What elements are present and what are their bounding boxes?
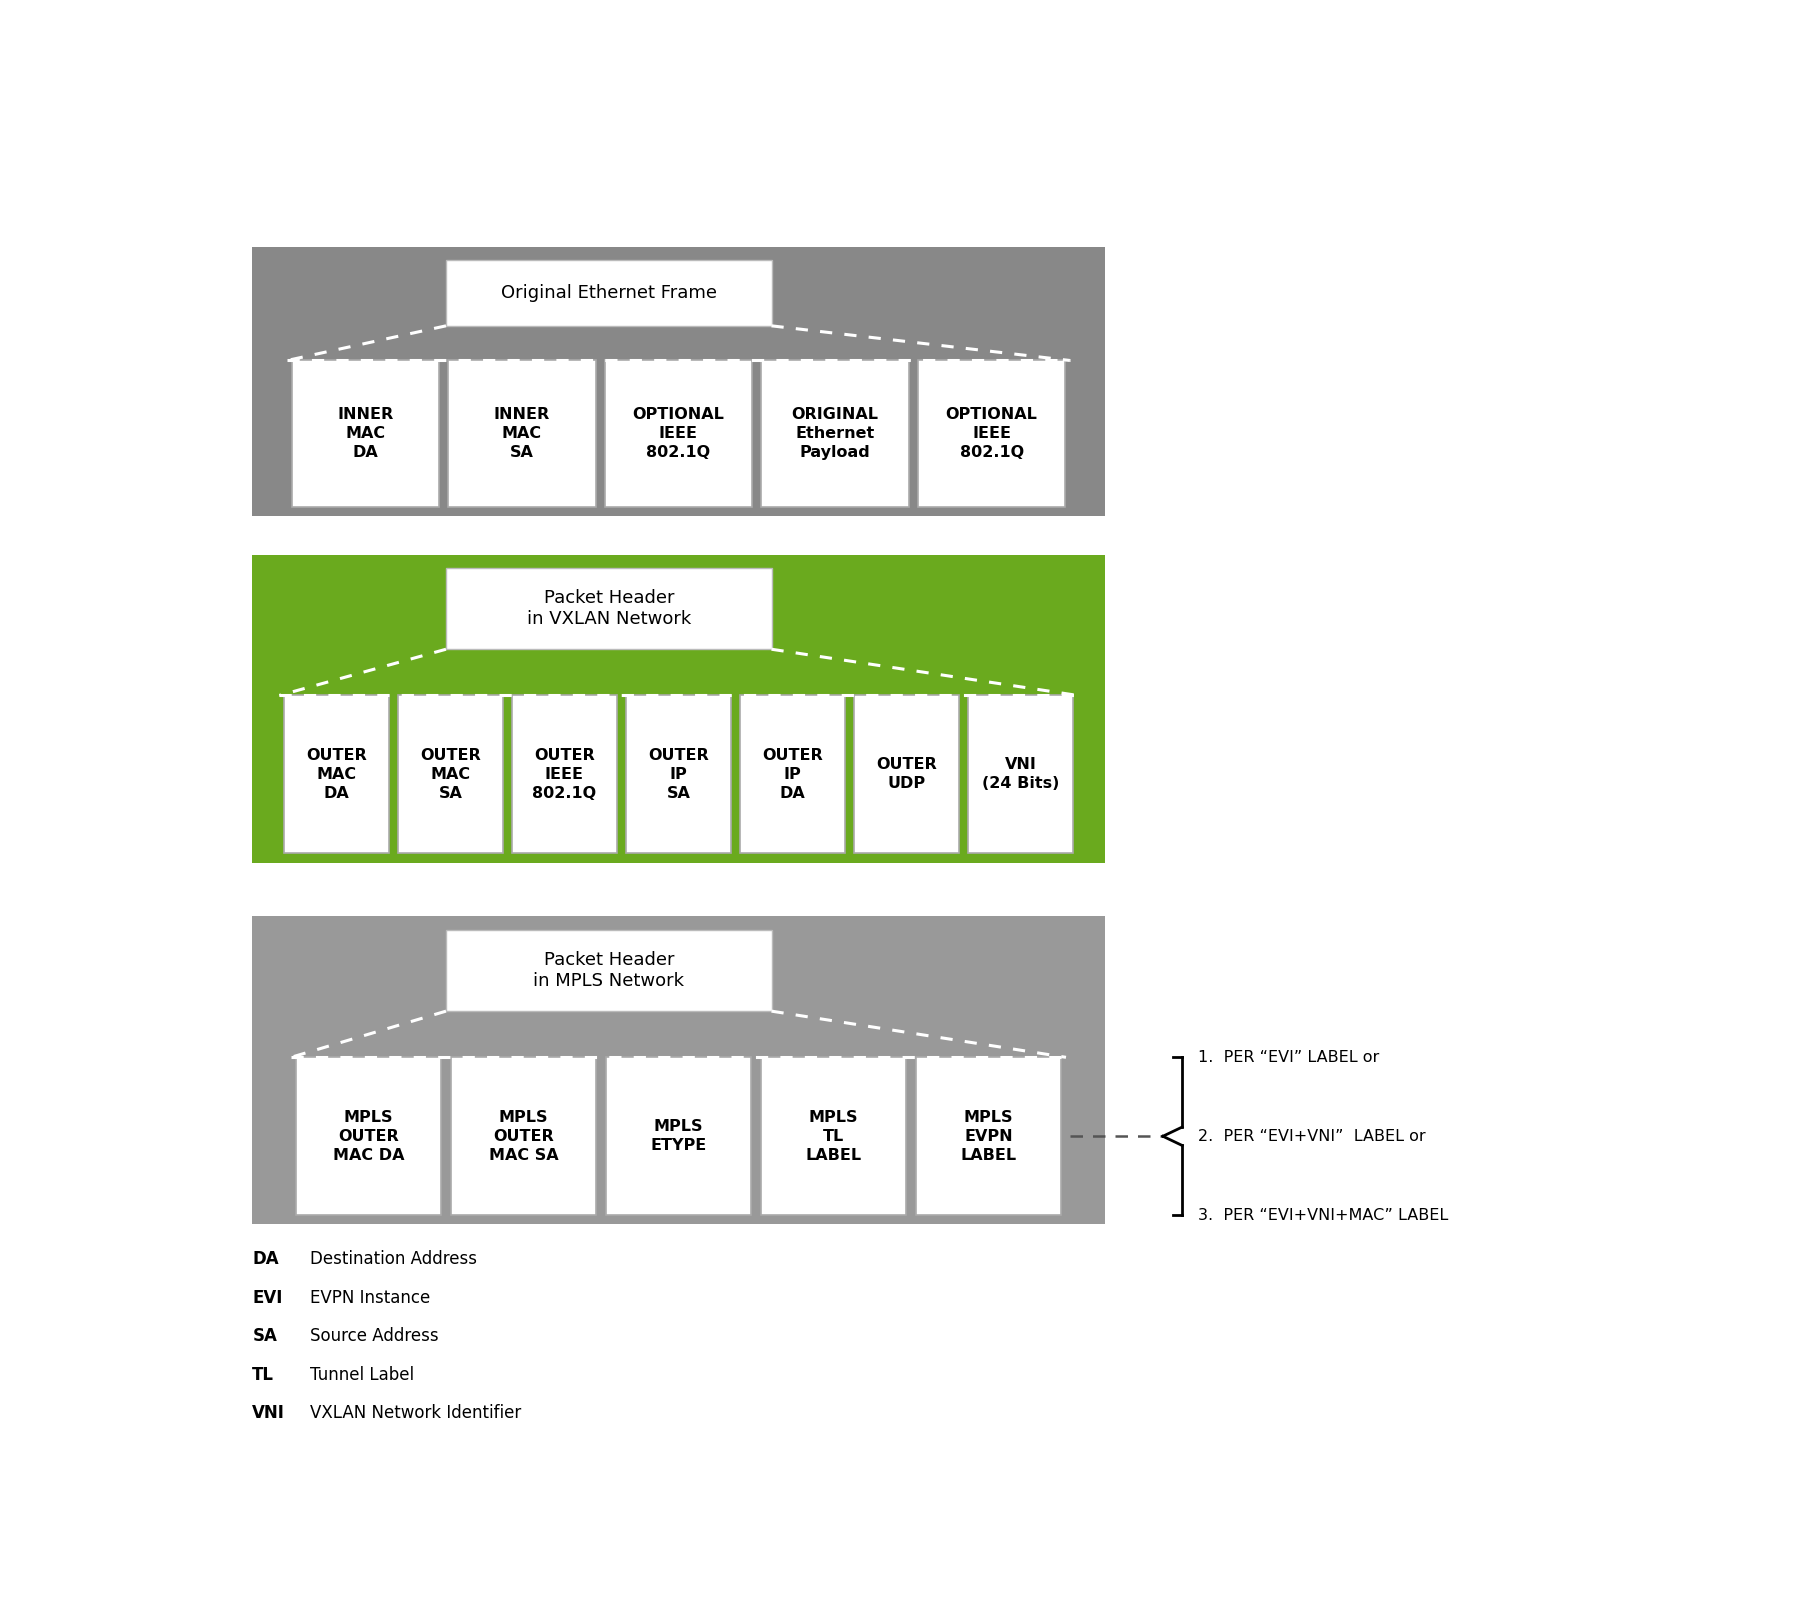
FancyBboxPatch shape — [450, 1057, 596, 1215]
FancyBboxPatch shape — [252, 246, 1104, 516]
Text: EVPN Instance: EVPN Instance — [310, 1288, 430, 1307]
Text: MPLS
ETYPE: MPLS ETYPE — [650, 1120, 706, 1154]
Text: DA: DA — [252, 1251, 279, 1269]
Text: MPLS
OUTER
MAC SA: MPLS OUTER MAC SA — [488, 1110, 558, 1163]
FancyBboxPatch shape — [740, 696, 845, 853]
FancyBboxPatch shape — [448, 361, 596, 506]
Text: Original Ethernet Frame: Original Ethernet Frame — [501, 285, 717, 303]
FancyBboxPatch shape — [854, 696, 958, 853]
FancyBboxPatch shape — [295, 1057, 441, 1215]
FancyBboxPatch shape — [447, 260, 771, 325]
FancyBboxPatch shape — [760, 1057, 906, 1215]
FancyBboxPatch shape — [447, 930, 771, 1011]
FancyBboxPatch shape — [969, 696, 1073, 853]
Text: MPLS
OUTER
MAC DA: MPLS OUTER MAC DA — [333, 1110, 403, 1163]
Text: 3.  PER “EVI+VNI+MAC” LABEL: 3. PER “EVI+VNI+MAC” LABEL — [1198, 1207, 1448, 1223]
Text: OUTER
UDP: OUTER UDP — [877, 757, 937, 791]
FancyBboxPatch shape — [398, 696, 502, 853]
FancyBboxPatch shape — [252, 916, 1104, 1225]
FancyBboxPatch shape — [605, 361, 753, 506]
FancyBboxPatch shape — [919, 361, 1064, 506]
Text: OUTER
IP
DA: OUTER IP DA — [762, 748, 823, 801]
Text: OPTIONAL
IEEE
802.1Q: OPTIONAL IEEE 802.1Q — [946, 408, 1037, 461]
Text: VXLAN Network Identifier: VXLAN Network Identifier — [310, 1404, 522, 1422]
Text: Packet Header
in MPLS Network: Packet Header in MPLS Network — [533, 951, 684, 990]
Text: Destination Address: Destination Address — [310, 1251, 477, 1269]
FancyBboxPatch shape — [915, 1057, 1061, 1215]
Text: ORIGINAL
Ethernet
Payload: ORIGINAL Ethernet Payload — [792, 408, 879, 461]
Text: Source Address: Source Address — [310, 1327, 439, 1345]
Text: 1.  PER “EVI” LABEL or: 1. PER “EVI” LABEL or — [1198, 1050, 1380, 1065]
Text: INNER
MAC
DA: INNER MAC DA — [337, 408, 394, 461]
Text: EVI: EVI — [252, 1288, 283, 1307]
Text: OUTER
MAC
DA: OUTER MAC DA — [306, 748, 367, 801]
Text: INNER
MAC
SA: INNER MAC SA — [493, 408, 549, 461]
FancyBboxPatch shape — [292, 361, 439, 506]
Text: OUTER
IEEE
802.1Q: OUTER IEEE 802.1Q — [533, 748, 596, 801]
FancyBboxPatch shape — [605, 1057, 751, 1215]
Text: OPTIONAL
IEEE
802.1Q: OPTIONAL IEEE 802.1Q — [632, 408, 724, 461]
Text: MPLS
EVPN
LABEL: MPLS EVPN LABEL — [960, 1110, 1016, 1163]
Text: SA: SA — [252, 1327, 277, 1345]
FancyBboxPatch shape — [511, 696, 616, 853]
Text: OUTER
IP
SA: OUTER IP SA — [648, 748, 710, 801]
FancyBboxPatch shape — [252, 555, 1104, 862]
FancyBboxPatch shape — [285, 696, 389, 853]
FancyBboxPatch shape — [762, 361, 910, 506]
Text: Packet Header
in VXLAN Network: Packet Header in VXLAN Network — [526, 589, 692, 628]
Text: VNI: VNI — [252, 1404, 285, 1422]
Text: Tunnel Label: Tunnel Label — [310, 1366, 414, 1383]
Text: VNI
(24 Bits): VNI (24 Bits) — [982, 757, 1059, 791]
Text: OUTER
MAC
SA: OUTER MAC SA — [420, 748, 481, 801]
FancyBboxPatch shape — [447, 568, 771, 649]
Text: 2.  PER “EVI+VNI”  LABEL or: 2. PER “EVI+VNI” LABEL or — [1198, 1129, 1425, 1144]
FancyBboxPatch shape — [627, 696, 731, 853]
Text: MPLS
TL
LABEL: MPLS TL LABEL — [805, 1110, 861, 1163]
Text: TL: TL — [252, 1366, 274, 1383]
